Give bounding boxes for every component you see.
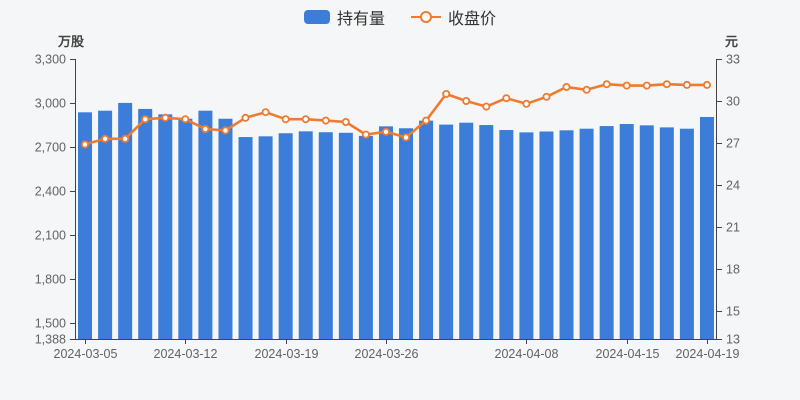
- close-price-marker[interactable]: [662, 80, 671, 89]
- holdings-bar[interactable]: [439, 124, 454, 340]
- close-price-marker[interactable]: [442, 90, 451, 99]
- right-axis-tick-label: 18: [726, 263, 740, 277]
- holdings-bar[interactable]: [519, 132, 534, 339]
- right-axis-tick-label: 15: [726, 305, 740, 319]
- holdings-bar[interactable]: [238, 137, 253, 339]
- close-price-marker[interactable]: [121, 134, 130, 143]
- left-axis-tick-label: 1,388: [35, 333, 66, 347]
- close-price-marker[interactable]: [321, 116, 330, 125]
- holdings-bar[interactable]: [338, 132, 353, 339]
- left-axis-tick-label: 2,400: [35, 185, 66, 199]
- close-price-marker[interactable]: [401, 133, 410, 142]
- holdings-bar[interactable]: [378, 126, 393, 339]
- close-line-swatch-icon: [411, 10, 441, 24]
- legend: 持有量 收盘价: [0, 4, 800, 30]
- holdings-bar[interactable]: [599, 126, 614, 339]
- close-price-marker[interactable]: [101, 134, 110, 143]
- holdings-bar[interactable]: [559, 130, 574, 339]
- left-axis-tick-label: 2,700: [35, 141, 66, 155]
- close-price-marker[interactable]: [422, 116, 431, 125]
- right-axis-tick-label: 33: [726, 53, 740, 67]
- holdings-bar[interactable]: [659, 127, 674, 339]
- legend-close-label: 收盘价: [448, 11, 497, 28]
- holdings-bar[interactable]: [118, 102, 133, 340]
- legend-item-close[interactable]: 收盘价: [411, 5, 496, 29]
- holdings-bar[interactable]: [198, 110, 213, 340]
- holdings-bar[interactable]: [639, 125, 654, 339]
- left-axis-tick-label: 1,500: [35, 317, 66, 331]
- holdings-bar[interactable]: [399, 128, 414, 339]
- close-price-marker[interactable]: [261, 108, 270, 117]
- holdings-bar[interactable]: [539, 131, 554, 339]
- holdings-bar[interactable]: [218, 118, 233, 339]
- close-price-marker[interactable]: [602, 80, 611, 89]
- holdings-bar[interactable]: [419, 120, 434, 340]
- close-price-marker[interactable]: [381, 127, 390, 136]
- holdings-bar[interactable]: [499, 130, 514, 339]
- close-price-marker[interactable]: [341, 118, 350, 127]
- x-axis-date-label: 2024-03-12: [154, 347, 218, 361]
- holdings-bar-swatch-icon: [303, 10, 330, 24]
- close-price-marker[interactable]: [682, 80, 691, 89]
- close-price-marker[interactable]: [462, 97, 471, 106]
- x-axis-date-label: 2024-03-26: [355, 347, 419, 361]
- left-axis-tick-label: 3,000: [35, 97, 66, 111]
- close-price-marker[interactable]: [301, 115, 310, 124]
- close-price-marker[interactable]: [281, 115, 290, 124]
- holdings-bar[interactable]: [258, 136, 273, 339]
- holdings-bar[interactable]: [459, 122, 474, 339]
- x-axis-date-label: 2024-04-08: [495, 347, 559, 361]
- close-price-marker[interactable]: [241, 113, 250, 122]
- holdings-bar[interactable]: [158, 114, 173, 339]
- left-axis-tick-label: 3,300: [35, 53, 66, 67]
- x-axis-date-label: 2024-04-15: [596, 347, 660, 361]
- x-axis-date-label: 2024-03-19: [255, 347, 319, 361]
- close-price-marker[interactable]: [81, 140, 90, 149]
- close-price-marker[interactable]: [221, 126, 230, 135]
- close-price-marker[interactable]: [502, 94, 511, 103]
- close-price-marker[interactable]: [482, 102, 491, 111]
- holdings-bar[interactable]: [78, 112, 93, 339]
- holdings-bar[interactable]: [298, 131, 313, 339]
- close-price-line: [83, 82, 709, 146]
- holdings-bar[interactable]: [278, 133, 293, 339]
- right-axis-tick-label: 13: [726, 333, 740, 347]
- holdings-bar[interactable]: [138, 108, 153, 339]
- close-price-marker[interactable]: [141, 115, 150, 124]
- close-price-marker[interactable]: [522, 99, 531, 108]
- holdings-bar[interactable]: [579, 128, 594, 339]
- close-price-marker[interactable]: [201, 125, 210, 134]
- right-axis-tick-label: 27: [726, 137, 740, 151]
- left-axis-tick-label: 2,100: [35, 229, 66, 243]
- close-price-marker[interactable]: [582, 85, 591, 94]
- right-axis-unit-label: 元: [724, 34, 738, 49]
- x-axis-date-label: 2024-03-05: [54, 347, 118, 361]
- holdings-bar[interactable]: [699, 116, 714, 339]
- legend-item-holdings[interactable]: 持有量: [303, 5, 385, 29]
- close-price-marker[interactable]: [622, 81, 631, 90]
- close-price-marker[interactable]: [542, 92, 551, 101]
- close-price-marker[interactable]: [361, 130, 370, 139]
- holdings-bar[interactable]: [178, 118, 193, 339]
- close-price-marker[interactable]: [161, 113, 170, 122]
- close-price-marker[interactable]: [562, 83, 571, 92]
- close-price-marker[interactable]: [642, 81, 651, 90]
- left-axis-unit-label: 万股: [58, 34, 85, 49]
- close-price-marker[interactable]: [703, 80, 712, 89]
- right-axis-tick-label: 30: [726, 95, 740, 109]
- holdings-bar[interactable]: [679, 128, 694, 339]
- legend-holdings-label: 持有量: [336, 11, 385, 28]
- right-axis-tick-label: 24: [726, 179, 740, 193]
- holdings-bar[interactable]: [358, 135, 373, 339]
- right-axis-tick-label: 21: [726, 221, 740, 235]
- holdings-bar[interactable]: [98, 110, 113, 340]
- x-axis-date-label: 2024-04-19: [676, 347, 740, 361]
- holdings-bar[interactable]: [619, 124, 634, 339]
- close-price-marker[interactable]: [181, 115, 190, 124]
- left-axis-tick-label: 1,800: [35, 273, 66, 287]
- holdings-bar[interactable]: [479, 125, 494, 340]
- holdings-bar[interactable]: [318, 132, 333, 339]
